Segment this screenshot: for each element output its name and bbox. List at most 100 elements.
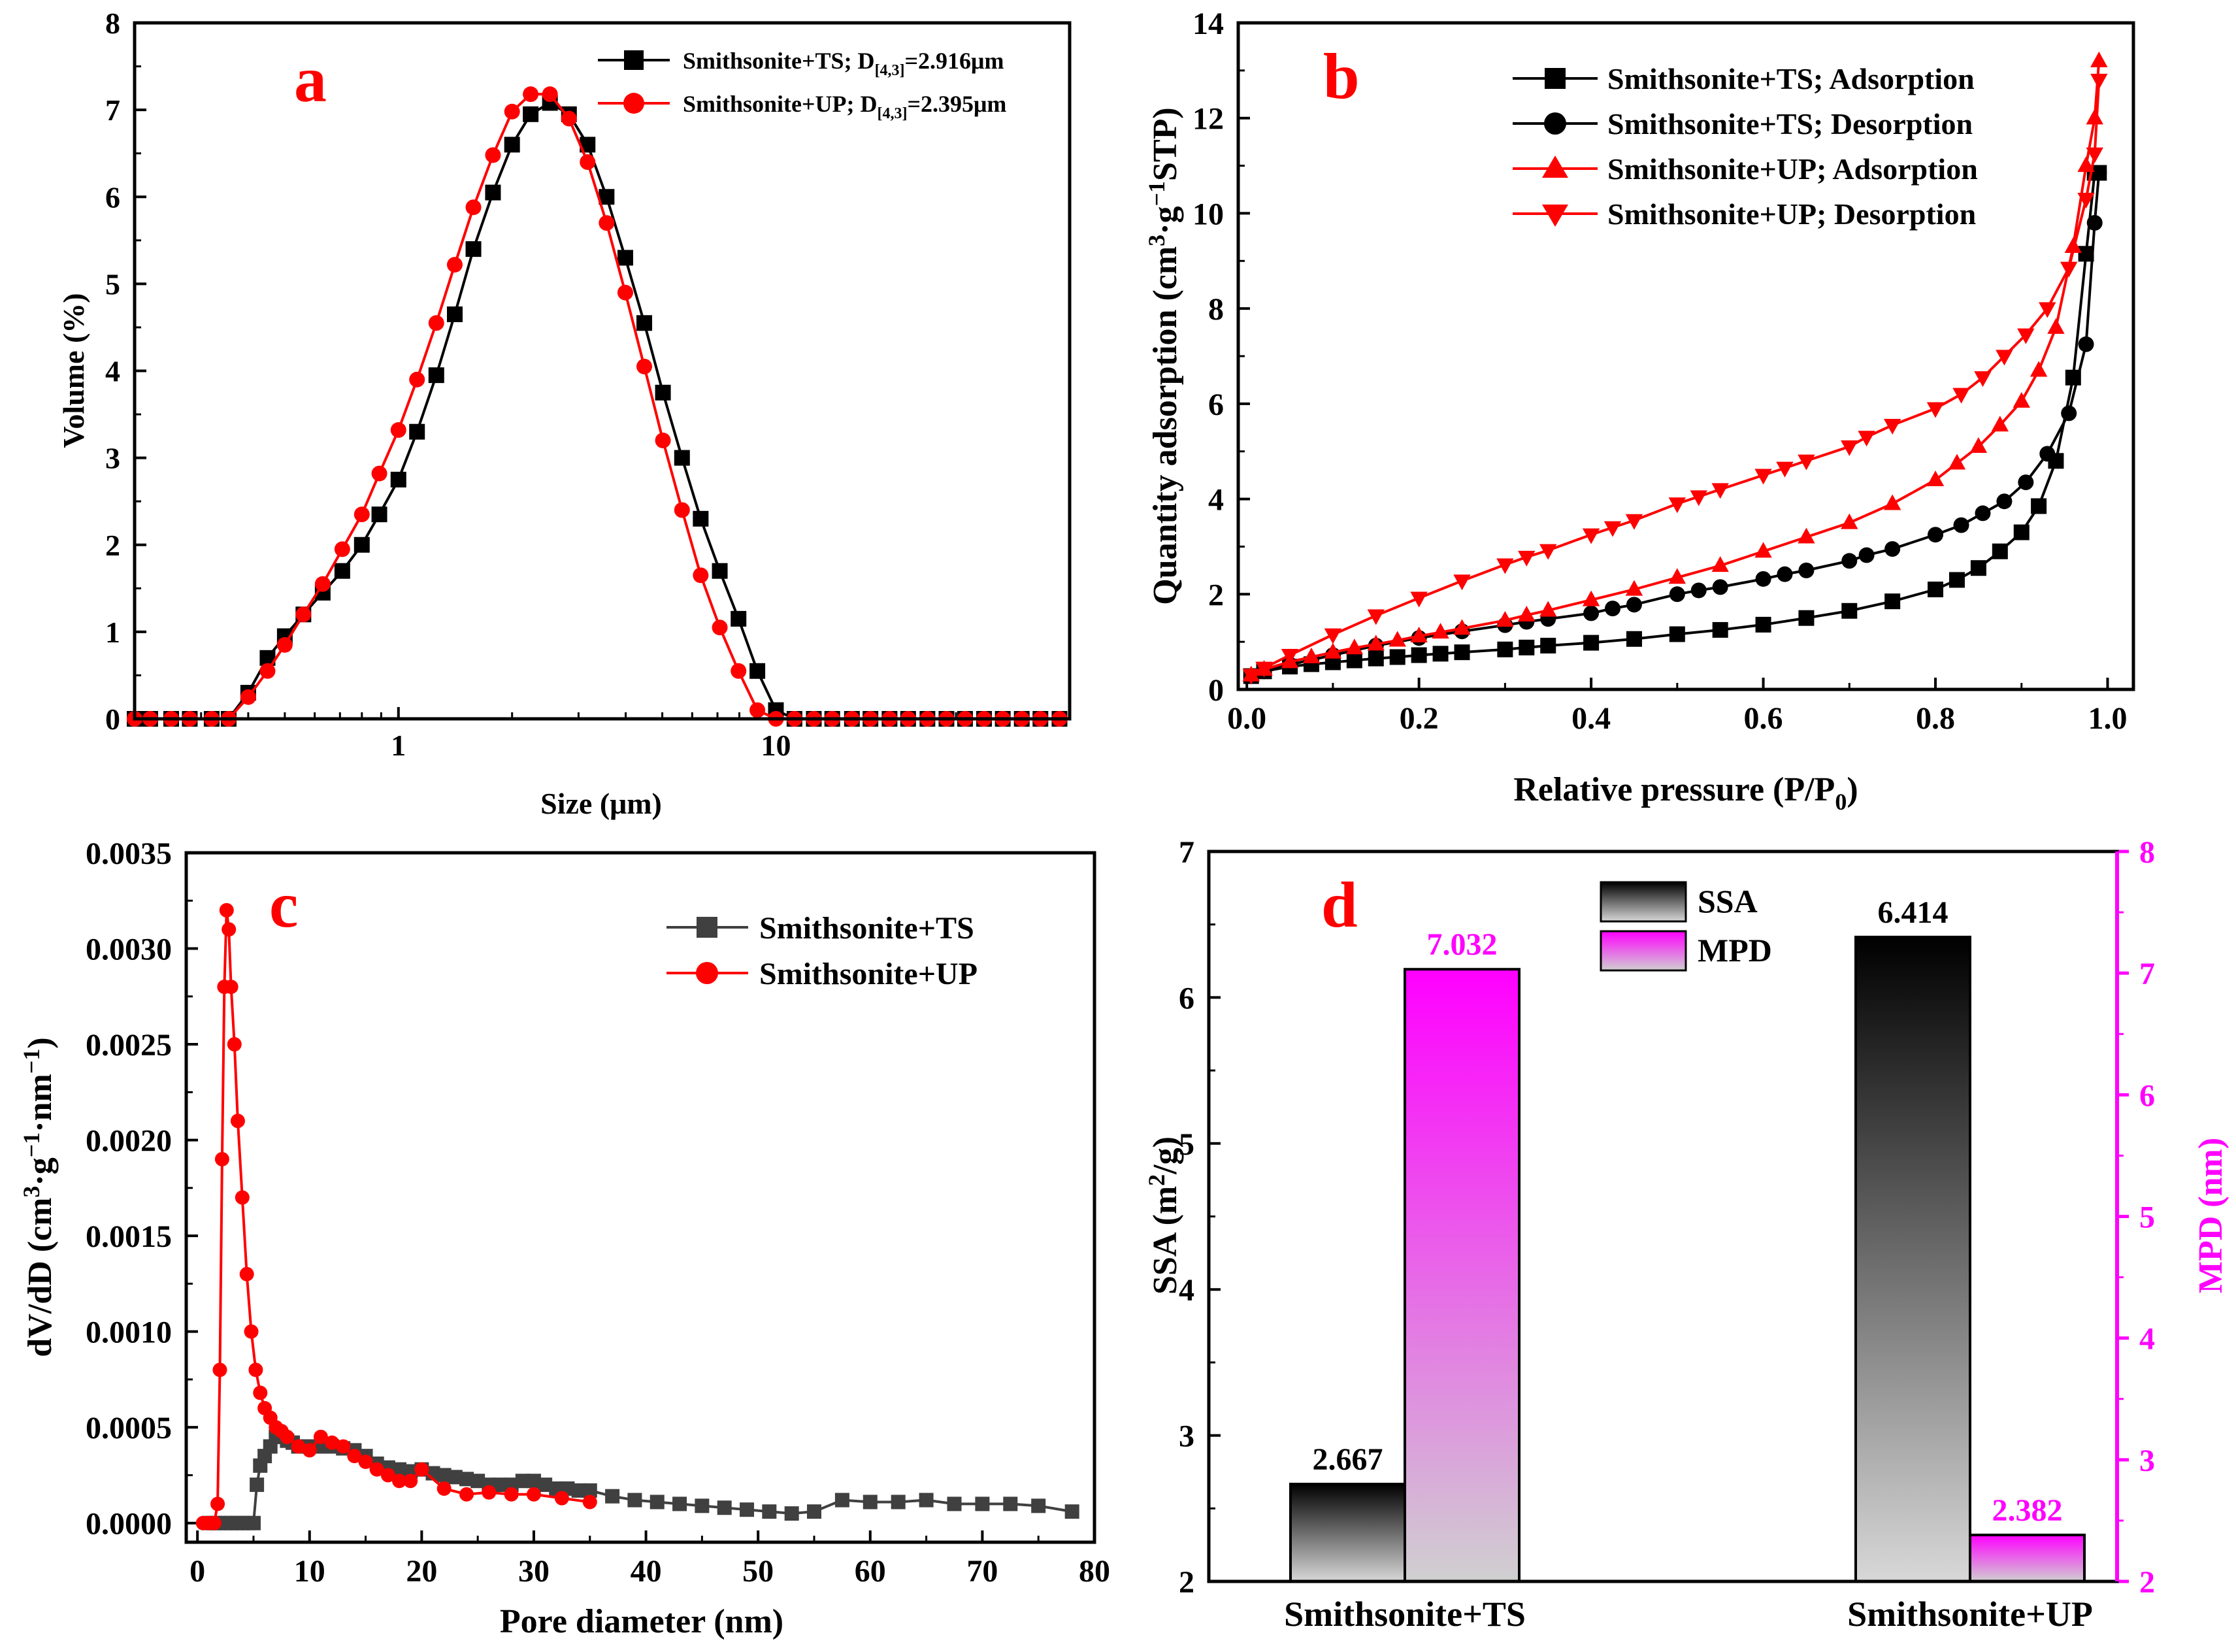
panel-d-right-tick-label: 8 xyxy=(2139,835,2155,870)
panel-c-x-tick-label: 70 xyxy=(966,1554,998,1589)
panel-a-point-1 xyxy=(276,636,293,653)
panel-a-point-0 xyxy=(712,563,728,579)
panel-c-point-0 xyxy=(891,1495,906,1510)
panel-b-point-3 xyxy=(1974,371,1992,388)
panel-b-point-1 xyxy=(1884,541,1901,557)
panel-b-x-tick-label: 0.4 xyxy=(1571,701,1611,736)
panel-c-point-0 xyxy=(459,1472,474,1487)
panel-d-bar-mpd xyxy=(1404,968,1521,1583)
panel-c-point-1 xyxy=(526,1487,541,1502)
panel-a-point-0 xyxy=(674,450,690,466)
panel-b-point-2 xyxy=(2086,108,2103,125)
panel-b-point-1 xyxy=(1841,553,1858,569)
panel-c-point-0 xyxy=(448,1470,463,1485)
panel-b-x-tick-label: 1.0 xyxy=(2088,701,2127,736)
panel-a-point-1 xyxy=(259,663,276,679)
panel-a-point-1 xyxy=(561,110,577,127)
panel-b-point-1 xyxy=(2039,446,2056,462)
panel-b-point-0 xyxy=(1712,621,1728,638)
panel-b-point-3 xyxy=(1582,528,1600,544)
panel-d-legend-swatch-ssa xyxy=(1600,881,1687,923)
panel-b-point-2 xyxy=(1389,631,1406,647)
panel-b-point-0 xyxy=(1948,572,1965,588)
panel-b-point-1 xyxy=(1798,562,1815,578)
panel-a-x-tick-label: 1 xyxy=(391,729,406,762)
panel-b-y-axis-label: Quantity adsorption (cm3·g−1STP) xyxy=(1143,107,1184,604)
panel-a-y-tick-label: 6 xyxy=(105,180,120,214)
panel-a-marks: 1 10 0 1 2 3 4 5 6 7 8 xyxy=(105,7,1071,762)
panel-b-point-2 xyxy=(2030,361,2048,377)
panel-b-point-1 xyxy=(1975,505,1991,521)
panel-c-legend: Smithsonite+TS Smithsonite+UP xyxy=(666,911,978,991)
panel-b-point-2 xyxy=(1453,619,1471,635)
panel-c-y-axis-label: dV/dD (cm3·g−1·nm−1) xyxy=(18,1037,59,1357)
panel-c-point-1 xyxy=(244,1324,259,1339)
panel-d-letter: d xyxy=(1321,868,1358,941)
panel-b-point-1 xyxy=(1583,605,1600,621)
panel-c-point-0 xyxy=(947,1496,962,1512)
panel-b-legend-marker-up-des xyxy=(1542,205,1568,227)
panel-b-point-3 xyxy=(1883,419,1901,435)
panel-b-point-2 xyxy=(2064,237,2082,254)
panel-a-y-tick-label: 0 xyxy=(105,702,120,736)
panel-b-point-3 xyxy=(1625,514,1643,530)
panel-b-y-tick-label: 4 xyxy=(1208,483,1224,518)
panel-c-point-1 xyxy=(504,1487,519,1502)
panel-a-point-0 xyxy=(428,367,444,384)
panel-b-point-0 xyxy=(1755,616,1771,633)
panel-a-legend: Smithsonite+TS; D[4,3]=2.916μm Smithsoni… xyxy=(598,48,1006,122)
panel-b-point-3 xyxy=(1841,440,1858,456)
panel-c-x-tick-label: 10 xyxy=(294,1554,325,1589)
panel-c-legend-marker-ts xyxy=(697,917,717,938)
panel-b-point-3 xyxy=(1496,558,1514,574)
panel-b-point-2 xyxy=(1367,635,1385,651)
panel-b-point-3 xyxy=(1690,490,1707,506)
panel-b-y-tick-label: 2 xyxy=(1208,578,1224,612)
panel-c-point-1 xyxy=(336,1439,351,1454)
panel-d-legend-label-ssa: SSA xyxy=(1698,883,1758,919)
panel-b-x-tick-label: 0.2 xyxy=(1400,701,1439,736)
panel-c-x-tick-label: 60 xyxy=(855,1554,886,1589)
panel-b-marks: 0.0 0.2 0.4 0.6 0.8 1.0 0 2 4 6 8 10 12 14 xyxy=(1192,7,2127,736)
panel-b-point-1 xyxy=(1858,547,1875,563)
panel-b-point-2 xyxy=(1883,494,1901,510)
panel-b-point-2 xyxy=(1410,627,1428,642)
panel-b-point-0 xyxy=(1884,593,1901,610)
panel-d-legend-label-mpd: MPD xyxy=(1698,932,1772,968)
panel-b-letter: b xyxy=(1323,40,1360,112)
panel-b-legend-marker-ts-des xyxy=(1544,112,1566,135)
panel-a-point-0 xyxy=(731,610,747,627)
panel-d-bar-ssa xyxy=(1289,1482,1406,1583)
panel-a-legend-label-ts: Smithsonite+TS; D[4,3]=2.916μm xyxy=(683,48,1004,79)
panel-b-point-3 xyxy=(1996,350,2013,366)
panel-c-point-0 xyxy=(649,1495,665,1510)
panel-c-point-1 xyxy=(222,922,237,937)
panel-b-point-2 xyxy=(1926,471,1945,487)
panel-a: 1 10 0 1 2 3 4 5 6 7 8 a Size (μm) Volume (%) Smit… xyxy=(57,7,1072,820)
panel-d: 2 3 4 5 6 7 2 3 4 5 6 7 8 Smithsonite+TS Smithsonite+U… xyxy=(1143,835,2229,1634)
panel-c-point-0 xyxy=(834,1493,849,1508)
panel-b-point-2 xyxy=(1948,454,1966,470)
panel-c-point-1 xyxy=(554,1491,569,1506)
panel-a-point-0 xyxy=(655,384,671,401)
panel-c-x-tick-label: 20 xyxy=(406,1554,437,1589)
panel-c-point-1 xyxy=(230,1114,245,1129)
panel-b-point-3 xyxy=(2077,192,2095,208)
panel-a-point-1 xyxy=(731,663,747,679)
panel-a-point-0 xyxy=(617,250,633,266)
panel-b-point-0 xyxy=(1798,610,1815,626)
panel-c-point-1 xyxy=(219,902,234,917)
panel-b-point-0 xyxy=(1519,639,1535,655)
panel-a-point-1 xyxy=(295,606,312,623)
panel-c-point-1 xyxy=(214,1151,229,1166)
panel-b-point-2 xyxy=(1754,542,1772,558)
panel-b-point-3 xyxy=(1798,454,1815,471)
panel-d-right-axis-label: MPD (nm) xyxy=(2192,1138,2229,1293)
panel-a-point-1 xyxy=(504,103,520,120)
panel-b-point-2 xyxy=(2013,391,2030,408)
panel-d-left-tick-label: 3 xyxy=(1179,1419,1194,1454)
panel-b-point-2 xyxy=(2077,156,2095,173)
panel-c-point-0 xyxy=(627,1493,642,1508)
panel-c-point-1 xyxy=(223,980,238,995)
